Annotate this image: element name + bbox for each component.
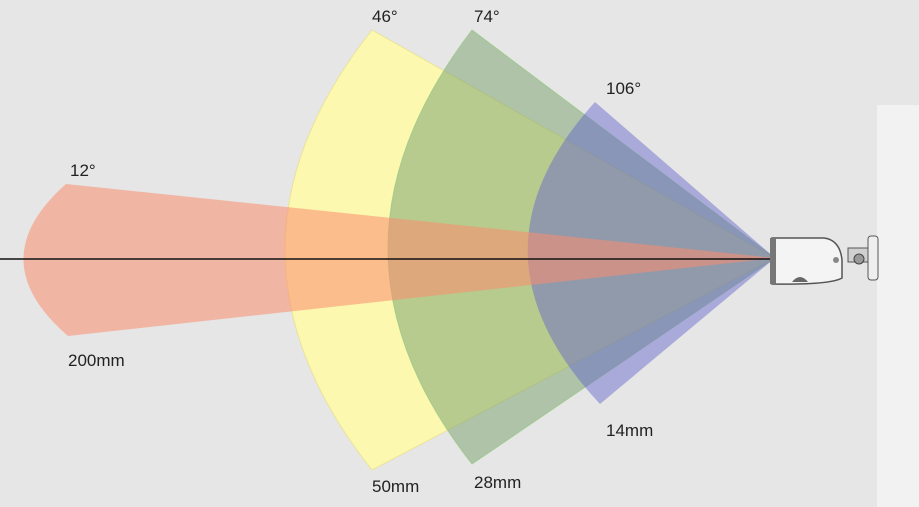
focal-label: 50mm	[372, 477, 419, 496]
focal-label: 14mm	[606, 421, 653, 440]
camera	[770, 235, 879, 285]
angle-label: 46°	[372, 7, 398, 26]
angle-label: 12°	[70, 161, 96, 180]
focal-label: 28mm	[474, 473, 521, 492]
angle-label: 74°	[474, 7, 500, 26]
wall	[877, 105, 919, 507]
focal-label: 200mm	[68, 351, 125, 370]
angle-label: 106°	[606, 79, 641, 98]
fov-12	[23, 184, 775, 336]
